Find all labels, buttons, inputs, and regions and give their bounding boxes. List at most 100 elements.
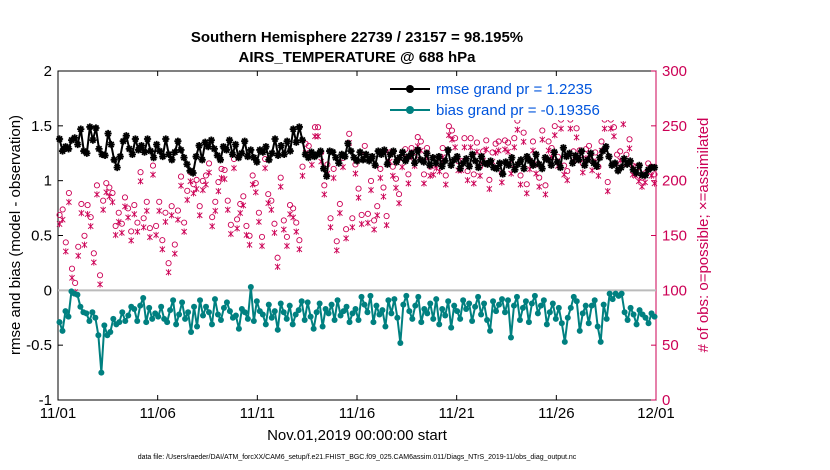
bias-point	[519, 304, 526, 311]
rmse-point	[262, 143, 270, 151]
rmse-point	[508, 154, 516, 162]
rmse-point	[250, 154, 258, 162]
bias-point	[540, 297, 547, 304]
possible-obs-marker	[445, 123, 452, 130]
possible-obs-marker	[215, 179, 222, 186]
y-left-tick-label: -0.5	[26, 337, 52, 354]
rmse-point	[526, 157, 534, 165]
rmse-point	[153, 140, 161, 149]
rmse-point	[310, 152, 319, 161]
y-right-tick-label: 200	[662, 173, 687, 190]
assimilated-obs-marker	[396, 200, 402, 207]
bias-point	[331, 316, 338, 323]
possible-obs-marker	[486, 176, 493, 183]
bias-point	[191, 303, 198, 310]
rmse-point	[401, 157, 410, 165]
possible-obs-marker	[65, 189, 72, 197]
assimilated-obs-marker	[237, 209, 244, 217]
assimilated-obs-marker	[94, 191, 100, 198]
bias-point	[564, 314, 571, 321]
rmse-point	[55, 135, 64, 143]
possible-obs-marker	[305, 142, 312, 149]
bias-point	[552, 315, 559, 322]
assimilated-obs-marker	[343, 235, 350, 242]
rmse-point	[228, 150, 237, 158]
rmse-point	[219, 143, 228, 151]
bias-point	[636, 307, 643, 314]
possible-obs-marker	[321, 182, 328, 189]
assimilated-obs-marker	[374, 212, 381, 219]
rmse-point	[286, 147, 294, 155]
bias-point	[585, 320, 592, 327]
bias-point	[268, 314, 275, 321]
bias-point	[310, 325, 317, 332]
bias-point	[304, 299, 311, 306]
possible-obs-marker	[109, 189, 116, 197]
rmse-point	[298, 136, 306, 144]
bias-point	[642, 314, 649, 321]
assimilated-obs-marker	[642, 179, 649, 186]
rmse-point	[596, 154, 604, 162]
bias-point	[424, 310, 431, 317]
rmse-point	[635, 161, 643, 169]
bias-point	[546, 309, 553, 316]
rmse-point	[213, 151, 221, 160]
assimilated-obs-marker	[352, 170, 359, 177]
bias-point	[232, 312, 239, 319]
bias-point	[555, 304, 562, 311]
possible-obs-marker	[343, 226, 350, 233]
bias-point	[558, 320, 565, 327]
bias-point	[621, 309, 628, 316]
possible-obs-marker	[68, 265, 76, 272]
rmse-point	[568, 159, 577, 167]
bias-point	[86, 318, 93, 325]
rmse-point	[119, 137, 127, 145]
bias-point	[376, 311, 383, 318]
assimilated-obs-marker	[106, 193, 113, 200]
rmse-point	[471, 157, 479, 165]
possible-obs-marker	[240, 193, 247, 200]
bias-point	[277, 300, 284, 307]
rmse-point	[174, 137, 182, 145]
rmse-point	[110, 156, 118, 164]
rmse-point	[204, 143, 212, 151]
bias-point	[463, 305, 470, 312]
assimilated-obs-marker	[502, 146, 508, 153]
bias-point	[119, 309, 126, 316]
rmse-point	[265, 156, 273, 164]
bias-point	[513, 293, 520, 300]
bias-point	[588, 302, 595, 309]
bias-point	[179, 299, 186, 306]
rmse-point	[453, 152, 461, 161]
bias-point	[56, 319, 63, 326]
possible-obs-marker	[467, 135, 474, 142]
rmse-point	[578, 147, 586, 155]
rmse-point	[80, 147, 88, 155]
rmse-point	[553, 158, 561, 166]
possible-obs-marker	[604, 179, 611, 186]
assimilated-obs-marker	[268, 206, 275, 213]
possible-obs-marker	[330, 165, 337, 172]
assimilated-obs-marker	[551, 132, 558, 139]
possible-obs-marker	[56, 211, 63, 219]
assimilated-obs-marker	[461, 144, 468, 151]
bias-point	[600, 301, 607, 308]
bias-point	[253, 298, 260, 305]
bias-point	[203, 303, 210, 310]
bias-point	[516, 316, 523, 323]
possible-obs-marker	[327, 215, 334, 222]
possible-obs-marker	[209, 214, 216, 221]
rmse-point	[107, 140, 115, 149]
axis-ticks: 11/01 11/06 11/11 11/16 11/21 11/26 12/01 -1 -0.…	[26, 63, 687, 422]
bias-point	[316, 300, 323, 307]
rmse-point	[98, 150, 106, 158]
possible-obs-marker	[268, 197, 275, 204]
assimilated-obs-marker	[196, 212, 203, 219]
bias-point	[200, 312, 207, 319]
x-tick-label: 11/16	[339, 405, 375, 422]
bias-point	[74, 291, 81, 298]
rmse-point	[581, 161, 589, 169]
legend-rmse-marker	[406, 85, 414, 93]
assimilated-obs-marker	[364, 219, 371, 227]
